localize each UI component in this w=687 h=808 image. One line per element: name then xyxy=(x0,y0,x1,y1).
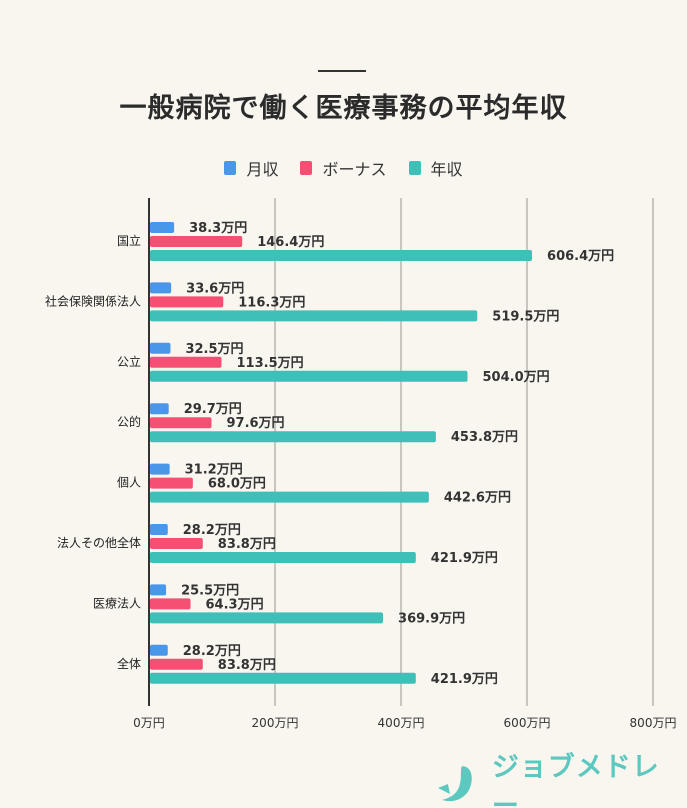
data-label: 31.2万円 xyxy=(185,463,243,478)
bar-bonus xyxy=(150,598,191,610)
data-label: 453.8万円 xyxy=(451,430,518,445)
data-label: 369.9万円 xyxy=(398,611,465,626)
legend-swatch xyxy=(408,161,421,175)
bar-annual xyxy=(150,250,533,261)
chart-title: 一般病院で働く医療事務の平均年収 xyxy=(119,93,568,124)
data-label: 29.7万円 xyxy=(184,402,242,417)
data-label: 113.5万円 xyxy=(237,356,304,371)
bar-monthly xyxy=(150,524,168,535)
data-label: 28.2万円 xyxy=(183,523,241,538)
x-tick-label: 0万円 xyxy=(133,716,165,730)
legend-item-annual: 年収 xyxy=(408,156,463,180)
bar-bonus xyxy=(150,236,243,247)
bar-monthly xyxy=(150,644,168,656)
bar-bonus xyxy=(150,658,203,670)
bar-bonus xyxy=(150,356,222,368)
data-label: 116.3万円 xyxy=(238,295,305,310)
x-tick-label: 800万円 xyxy=(630,716,677,730)
bar-annual xyxy=(150,370,468,382)
data-label: 28.2万円 xyxy=(183,644,241,659)
data-label: 504.0万円 xyxy=(483,370,550,385)
bar-monthly xyxy=(150,342,171,354)
data-label: 606.4万円 xyxy=(547,249,614,264)
bar-annual xyxy=(150,310,478,322)
category-label: 医療法人 xyxy=(93,596,141,610)
bar-bonus xyxy=(150,538,203,549)
legend: 月収 ボーナス 年収 xyxy=(0,156,687,180)
category-label: 法人その他全体 xyxy=(57,535,141,550)
bar-monthly xyxy=(150,282,172,294)
x-tick-label: 600万円 xyxy=(504,716,551,730)
data-label: 97.6万円 xyxy=(226,416,284,431)
data-label: 421.9万円 xyxy=(431,551,498,566)
category-label: 全体 xyxy=(117,656,141,671)
category-label: 公立 xyxy=(117,354,141,369)
legend-label: ボーナス xyxy=(322,160,387,179)
bar-bonus xyxy=(150,477,193,489)
data-label: 64.3万円 xyxy=(206,597,264,612)
bar-annual xyxy=(150,672,416,684)
data-label: 83.8万円 xyxy=(218,658,276,673)
legend-label: 年収 xyxy=(430,160,463,179)
data-label: 442.6万円 xyxy=(444,491,511,506)
bar-monthly xyxy=(150,463,170,475)
data-label: 68.0万円 xyxy=(208,477,266,492)
legend-swatch xyxy=(300,161,313,175)
x-tick-label: 200万円 xyxy=(252,716,299,730)
category-label: 国立 xyxy=(117,233,141,248)
data-label: 32.5万円 xyxy=(185,342,243,357)
brand-logo: ジョブメドレー xyxy=(436,745,687,808)
bar-annual xyxy=(150,552,416,563)
bar-monthly xyxy=(150,584,167,596)
category-label: 個人 xyxy=(117,476,141,490)
brand-logo-text: ジョブメドレー xyxy=(491,752,660,808)
bar-bonus xyxy=(150,417,212,429)
data-label: 146.4万円 xyxy=(257,235,324,250)
bar-monthly xyxy=(150,403,169,415)
bar-annual xyxy=(150,491,429,503)
category-label: 公的 xyxy=(117,414,141,429)
legend-item-bonus: ボーナス xyxy=(300,156,387,180)
data-label: 33.6万円 xyxy=(186,281,244,296)
data-label: 519.5万円 xyxy=(492,309,559,324)
bar-monthly xyxy=(150,222,175,233)
bar-bonus xyxy=(150,296,224,308)
legend-label: 月収 xyxy=(246,160,279,179)
brand-logo-icon xyxy=(437,766,472,802)
title-rule xyxy=(318,70,366,72)
data-label: 421.9万円 xyxy=(431,672,498,687)
bar-annual xyxy=(150,431,436,443)
data-label: 83.8万円 xyxy=(218,537,276,552)
data-label: 38.3万円 xyxy=(189,221,247,236)
legend-item-monthly: 月収 xyxy=(224,156,278,180)
data-label: 25.5万円 xyxy=(181,583,239,598)
x-tick-label: 400万円 xyxy=(378,716,425,730)
category-label: 社会保険関係法人 xyxy=(45,293,141,308)
legend-swatch xyxy=(224,161,237,175)
bar-annual xyxy=(150,612,384,624)
